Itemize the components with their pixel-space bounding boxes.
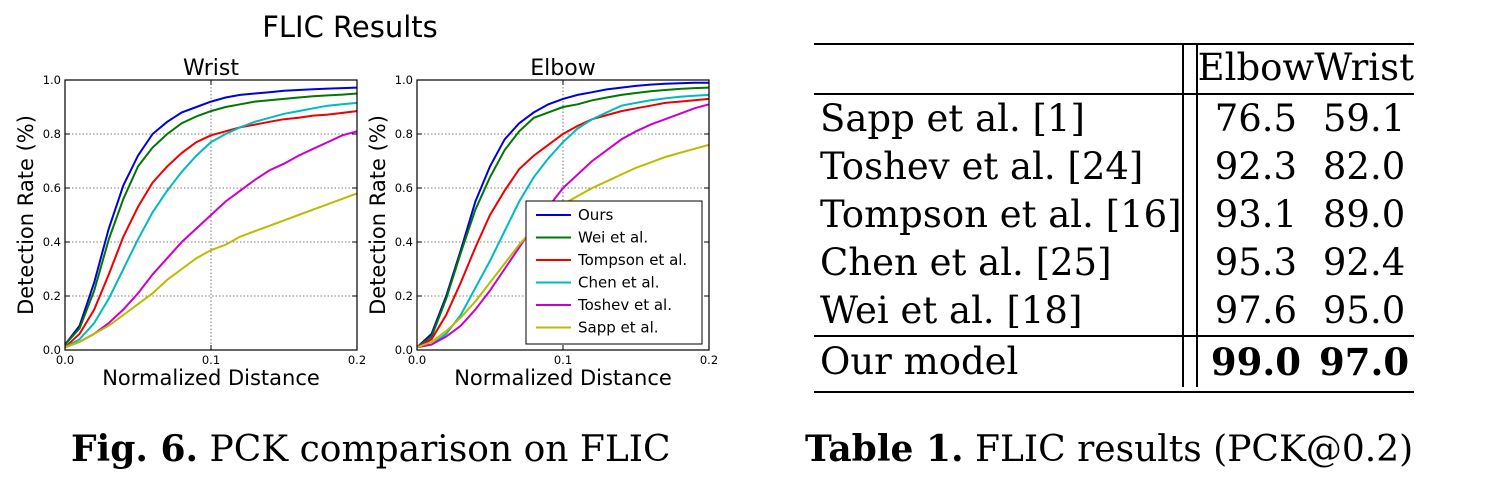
x-tick-label: 0.2 <box>348 353 366 367</box>
table-cell-elbow: 93.1 <box>1214 193 1298 236</box>
table-cell-method: Wei et al. [18] <box>820 289 1083 332</box>
legend-box <box>525 200 703 345</box>
series-line-wei-et-al <box>64 92 358 346</box>
y-tick-label: 1.0 <box>43 73 61 87</box>
legend-label: Chen et al. <box>578 274 660 292</box>
x-tick-label: 0.0 <box>408 353 426 367</box>
series-line-toshev-et-al <box>416 103 710 349</box>
table-separator <box>1181 43 1198 95</box>
table-cell-method: Sapp et al. [1] <box>820 97 1085 140</box>
table-cell-wrist: 59.1 <box>1322 97 1406 140</box>
table-separator <box>1181 94 1198 143</box>
series-line-toshev-et-al <box>64 130 358 349</box>
table-separator <box>1181 191 1198 239</box>
table-row: Toshev et al. [24] 92.3 82.0 <box>814 143 1414 191</box>
table-row: Wei et al. [18] 97.6 95.0 <box>814 287 1414 336</box>
y-tick-label: 0.0 <box>395 343 413 357</box>
series-line-tompson-et-al <box>64 110 358 349</box>
table-cell-elbow: 92.3 <box>1214 145 1298 188</box>
series-line-ours <box>64 86 358 346</box>
legend-label: Ours <box>578 206 613 224</box>
panel-title: Wrist <box>183 56 239 81</box>
series-line-tompson-et-al <box>416 97 710 349</box>
x-tick-label: 0.2 <box>700 353 718 367</box>
y-tick-label: 0.2 <box>395 289 413 303</box>
legend-label: Sapp et al. <box>578 319 659 337</box>
x-axis-title: Normalized Distance <box>454 366 672 390</box>
figure-title: FLIC Results <box>262 10 438 44</box>
y-tick-label: 0.2 <box>43 289 61 303</box>
table-cell-elbow: 76.5 <box>1214 97 1298 140</box>
x-tick-label: 0.1 <box>202 353 220 367</box>
wrist-chart: Wrist 0.0 0.2 0.4 0.6 0.8 1.0 0.0 0.1 0.2 Normaliz… <box>14 56 366 390</box>
y-tick-label: 0.8 <box>395 127 413 141</box>
table-row: Sapp et al. [1] 76.5 59.1 <box>814 94 1414 143</box>
table-caption-label: Table 1. <box>805 428 964 470</box>
table-separator <box>1181 335 1198 387</box>
figure-caption-label: Fig. 6. <box>71 428 199 470</box>
y-axis-title: Detection Rate (%) <box>366 115 390 315</box>
table-cell-elbow: 99.0 <box>1196 335 1315 387</box>
legend-label: Toshev et al. <box>577 296 672 314</box>
table-cell-method: Our model <box>814 335 1183 387</box>
table-cell-wrist: 89.0 <box>1322 193 1406 236</box>
series-line-wei-et-al <box>416 86 710 349</box>
table-header-method <box>814 43 1183 95</box>
table-row: Tompson et al. [16] 93.1 89.0 <box>814 191 1414 239</box>
y-tick-label: 0.6 <box>395 181 413 195</box>
table-header-wrist: Wrist <box>1314 43 1414 95</box>
y-tick-label: 0.0 <box>43 343 61 357</box>
table-cell-method: Tompson et al. [16] <box>820 193 1182 236</box>
table-cell-method: Toshev et al. [24] <box>820 145 1144 188</box>
table-separator <box>1181 287 1198 336</box>
y-tick-label: 0.4 <box>395 235 413 249</box>
table-cell-wrist: 92.4 <box>1322 241 1406 284</box>
table-cell-elbow: 97.6 <box>1214 289 1298 332</box>
panel-title: Elbow <box>530 56 595 81</box>
y-axis-title: Detection Rate (%) <box>14 115 38 315</box>
legend-label: Tompson et al. <box>577 251 687 269</box>
y-tick-label: 0.8 <box>43 127 61 141</box>
figure-caption-text: PCK comparison on FLIC <box>198 429 671 470</box>
series-line-chen-et-al <box>416 93 710 349</box>
table-row: Chen et al. [25] 95.3 92.4 <box>814 239 1414 287</box>
y-tick-label: 0.6 <box>43 181 61 195</box>
table-bottom-rule <box>814 391 1414 393</box>
y-tick-label: 0.4 <box>43 235 61 249</box>
x-tick-label: 0.1 <box>554 353 572 367</box>
table-cell-elbow: 95.3 <box>1214 241 1298 284</box>
x-tick-label: 0.0 <box>56 353 74 367</box>
table-cell-wrist: 97.0 <box>1314 335 1414 387</box>
table-caption: Table 1. FLIC results (PCK@0.2) <box>805 428 1413 470</box>
y-tick-label: 1.0 <box>395 73 413 87</box>
table-separator <box>1181 239 1198 287</box>
figure-caption: Fig. 6. PCK comparison on FLIC <box>71 428 671 470</box>
table-cell-method: Chen et al. [25] <box>820 241 1112 284</box>
table-row-our-model: Our model 99.0 97.0 <box>814 335 1414 387</box>
series-line-ours <box>416 81 709 349</box>
elbow-chart: Elbow 0.0 0.2 0.4 0.6 0.8 1.0 0.0 0.1 0.2 Normaliz… <box>366 56 718 390</box>
results-table: Elbow Wrist Sapp et al. [1] 76.5 59.1 To… <box>814 43 1414 387</box>
table-caption-text: FLIC results (PCK@0.2) <box>963 429 1414 470</box>
table-cell-wrist: 95.0 <box>1322 289 1406 332</box>
table-separator <box>1181 143 1198 191</box>
x-axis-title: Normalized Distance <box>102 366 320 390</box>
table-header-row: Elbow Wrist <box>814 43 1414 95</box>
series-line-sapp-et-al <box>64 192 358 349</box>
legend-label: Wei et al. <box>578 229 648 247</box>
series-line-chen-et-al <box>64 101 358 349</box>
table-cell-wrist: 82.0 <box>1322 145 1406 188</box>
table-header-elbow: Elbow <box>1196 43 1315 95</box>
